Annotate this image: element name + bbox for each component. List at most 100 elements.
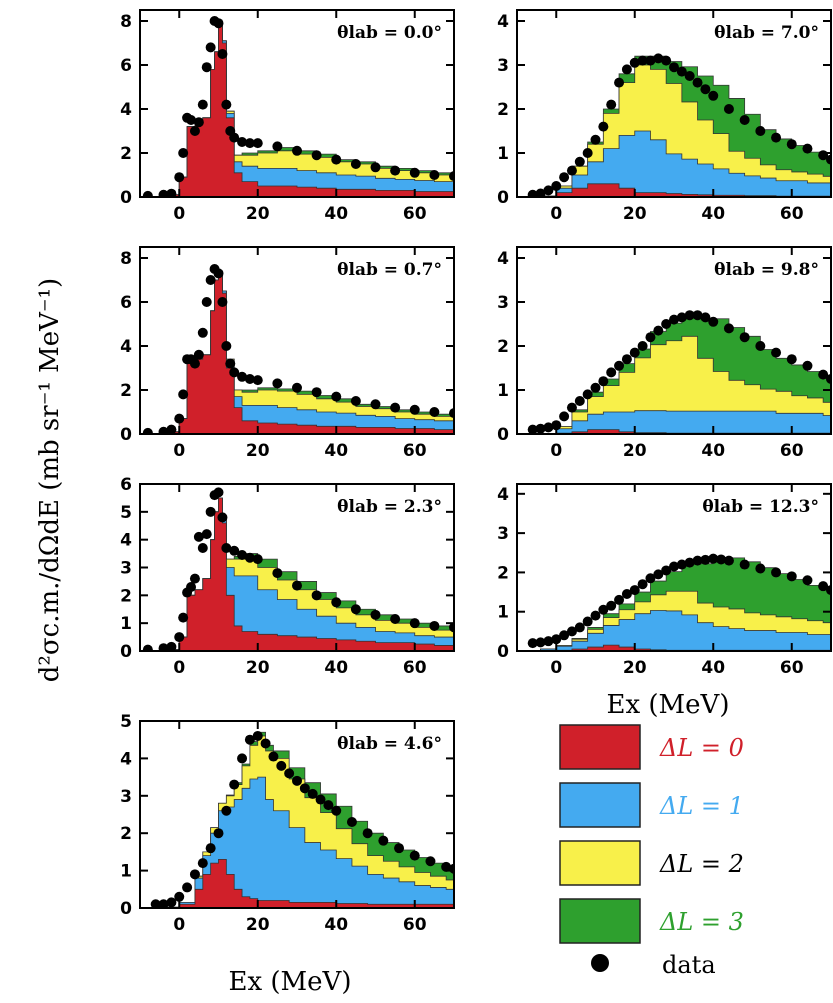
data-point [346,816,357,827]
data-point [186,581,197,592]
y-axis-title: d²σc.m./dΩdE (mb sr⁻¹ MeV⁻¹) [35,278,65,682]
data-point [723,104,734,114]
data-point [559,172,570,183]
data-point [449,171,454,182]
series-L1 [524,610,831,651]
y-tick-label: 0 [120,642,132,662]
data-point [700,312,711,323]
data-point [606,600,617,611]
data-point [535,637,546,648]
y-axis-title-text: d²σc.m./dΩdE (mb sr⁻¹ MeV⁻¹) [35,278,65,682]
data-point [543,636,554,647]
data-point [409,618,420,629]
legend-label: data [662,951,716,979]
y-tick-label: 1 [120,862,132,882]
x-tick-label: 0 [173,441,185,461]
data-point [826,374,831,384]
data-point [174,632,185,643]
data-point [272,141,283,152]
data-point [755,341,766,351]
data-point [661,319,672,329]
x-tick-label: 60 [780,658,804,678]
data-point [582,616,593,627]
x-tick-label: 40 [701,658,725,678]
y-tick-label: 5 [120,712,132,732]
data-point [284,768,295,779]
data-point [197,543,208,554]
data-point [252,138,263,149]
data-point [244,552,255,563]
data-point [629,347,640,358]
data-point [574,396,585,406]
data-point [252,554,263,565]
data-point [201,62,212,73]
data-point [527,424,538,434]
data-point [311,150,322,161]
data-point [331,391,342,402]
data-point [307,788,318,799]
angle-label: θlab = 4.6° [337,734,442,754]
data-point [205,42,216,53]
data-point [244,734,255,745]
data-point [174,172,185,183]
legend: Ex (MeV) ΔL = 0 ΔL = 1 ΔL = 2 ΔL = 3 data [559,690,744,979]
data-point [237,549,248,560]
y-tick-label: 3 [120,787,132,807]
x-tick-label: 20 [246,441,270,461]
data-point [166,641,177,651]
y-tick-label: 2 [497,563,509,583]
data-point [637,55,648,66]
series-L0 [147,858,454,908]
data-point [229,545,240,556]
data-point [771,567,782,578]
data-point [669,314,679,325]
data-point [826,154,831,165]
data-point [370,162,381,173]
data-point [449,622,454,633]
data-point [786,354,797,365]
data-point [449,408,454,419]
data-point [182,882,193,893]
data-point [590,382,601,393]
x-tick-label: 40 [701,441,725,461]
data-point [614,594,625,605]
x-tick-label: 0 [173,204,185,224]
data-point [331,805,342,816]
data-point [661,565,672,576]
data-point [221,99,232,110]
data-point [723,323,734,334]
data-point [771,347,782,358]
x-tick-label: 40 [701,204,725,224]
data-point [276,760,287,771]
data-point [621,589,632,600]
data-point [566,626,577,637]
plot-area [142,487,454,651]
x-tick-label: 20 [246,915,270,935]
data-point [723,555,734,566]
data-point [390,165,401,176]
data-point [150,899,161,908]
panel-frame [516,9,832,198]
data-point [551,181,562,191]
x-axis-title: Ex (MeV) [229,967,352,997]
data-point [299,783,310,794]
data-point [158,426,169,434]
angle-label: θlab = 9.8° [714,260,819,280]
panel-7.0: 0 20 40 60 0 1 2 3 4 θlab = 7.0° [497,9,832,224]
x-tick-label: 20 [623,441,647,461]
x-tick-label: 0 [173,658,185,678]
y-tick-label: 2 [120,144,132,164]
data-point [566,402,577,413]
data-point [237,371,248,382]
data-point [221,543,232,554]
data-point [394,843,405,854]
y-tick-label: 2 [120,586,132,606]
legend-items: ΔL = 0 ΔL = 1 ΔL = 2 ΔL = 3 data [559,724,744,979]
data-point [221,805,232,816]
data-point [535,423,546,434]
data-point [802,143,813,154]
data-point [527,638,538,649]
series-L0 [147,22,454,197]
data-point [684,557,695,568]
y-tick-label: 4 [497,249,509,269]
